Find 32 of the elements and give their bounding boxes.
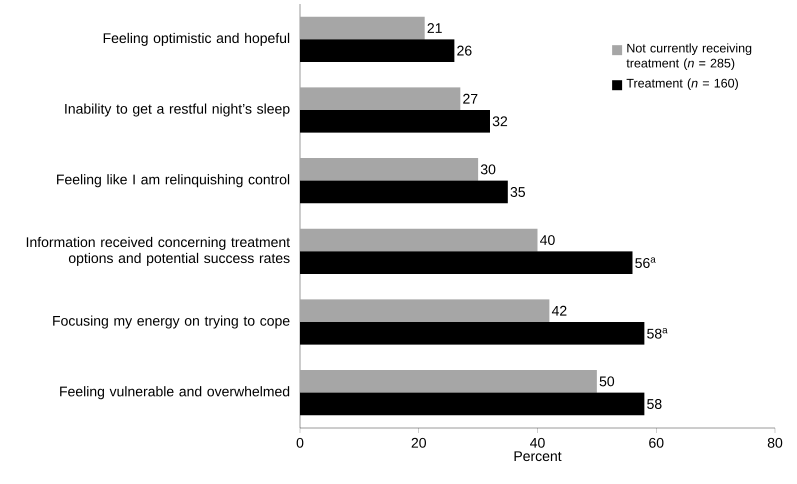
bar bbox=[300, 158, 478, 181]
data-label: 58$^{a}$ bbox=[647, 328, 668, 339]
data-label: 26 bbox=[457, 46, 472, 56]
data-label: 42 bbox=[552, 306, 566, 316]
legend-label: Not currently receiving treatment (n = 285) bbox=[626, 43, 752, 70]
bar bbox=[300, 370, 597, 393]
y-tick-label: Information received concerning treatment options and potential success rates bbox=[26, 236, 290, 266]
data-label: 35 bbox=[510, 187, 525, 197]
data-label: 50 bbox=[600, 376, 614, 386]
data-label: 32 bbox=[492, 116, 508, 126]
x-tick-label: 60 bbox=[649, 438, 664, 448]
x-tick-label: 40 bbox=[530, 438, 545, 448]
x-tick-label: 80 bbox=[768, 438, 782, 448]
data-label: 30 bbox=[480, 164, 496, 174]
legend-label: Treatment (n = 160) bbox=[626, 78, 738, 90]
data-label: 58 bbox=[647, 399, 662, 409]
y-tick-label: Feeling vulnerable and overwhelmed bbox=[60, 386, 290, 400]
data-label: 40 bbox=[540, 235, 555, 245]
data-label: 21 bbox=[428, 23, 442, 33]
x-axis-title: Percent bbox=[514, 451, 562, 462]
data-label: 27 bbox=[463, 94, 478, 104]
y-tick-label: Focusing my energy on trying to cope bbox=[53, 315, 290, 329]
bar bbox=[300, 299, 550, 322]
bar bbox=[300, 228, 538, 252]
bar bbox=[300, 87, 460, 110]
y-tick-label: Feeling like I am relinquishing control bbox=[57, 174, 290, 188]
x-tick-label: 20 bbox=[412, 438, 426, 448]
bar bbox=[300, 16, 425, 40]
x-tick-label: 0 bbox=[296, 438, 304, 448]
y-tick-label: Inability to get a restful night’s sleep bbox=[65, 103, 290, 117]
y-tick-label: Feeling optimistic and hopeful bbox=[104, 32, 290, 46]
data-label: 56$^{a}$ bbox=[635, 257, 656, 268]
